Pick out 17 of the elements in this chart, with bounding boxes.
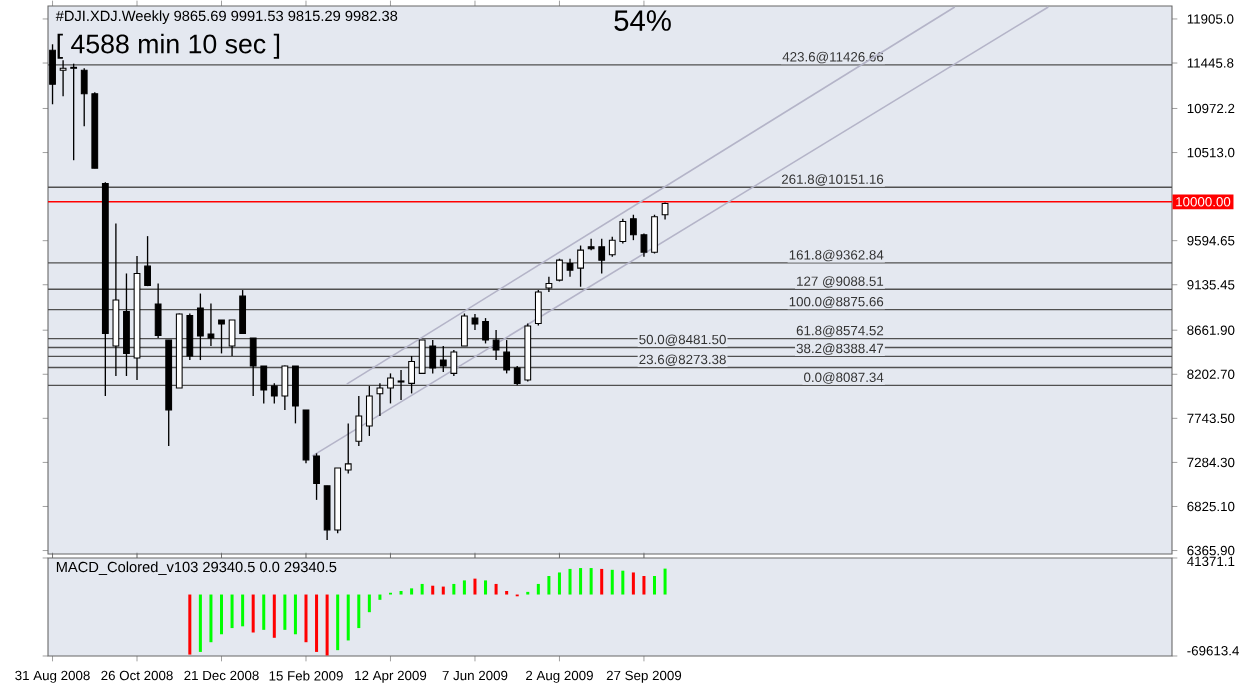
annotation: 54% — [614, 10, 671, 31]
annotation: [ 4588 min 10 sec ] — [57, 33, 280, 59]
candlestick — [651, 214, 658, 255]
candlestick — [154, 282, 162, 339]
candlestick — [355, 395, 363, 447]
candlestick — [376, 382, 384, 417]
candlestick — [365, 385, 373, 437]
candlestick — [387, 372, 394, 405]
candlestick — [292, 365, 299, 425]
candlestick — [49, 43, 56, 105]
candlestick — [344, 422, 352, 475]
candlestick — [218, 319, 225, 355]
candlestick — [492, 329, 500, 361]
candlestick — [482, 317, 489, 345]
candlestick — [545, 276, 553, 293]
candlestick — [503, 339, 511, 375]
candlestick — [534, 289, 542, 327]
